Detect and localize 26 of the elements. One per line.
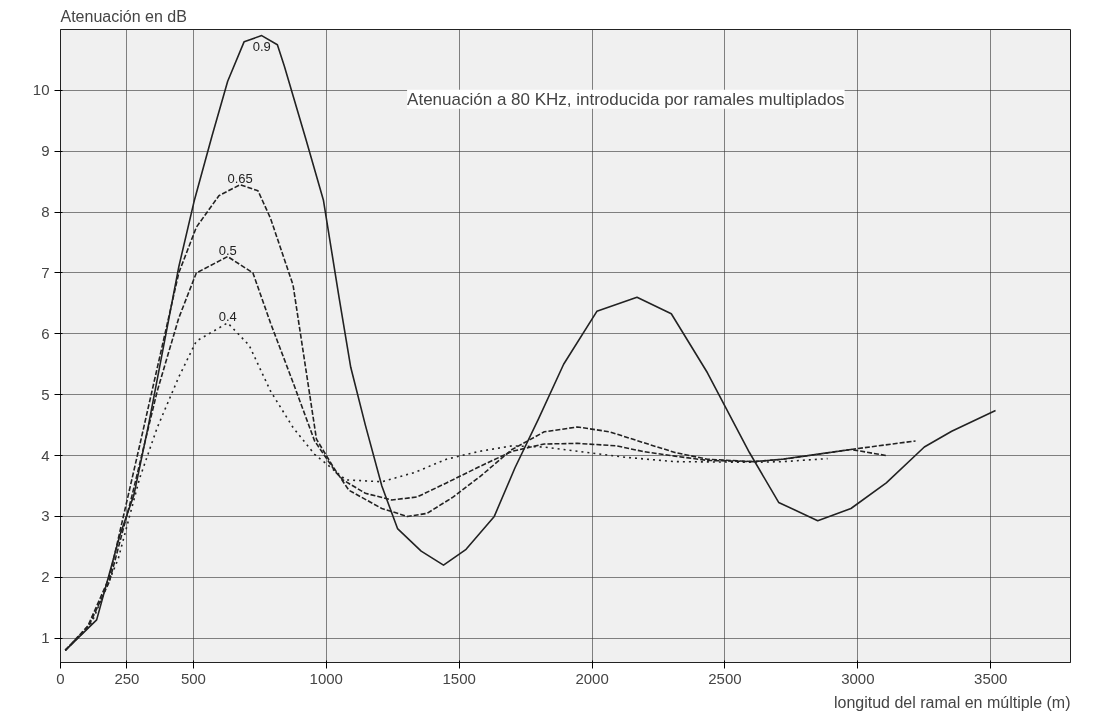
- y-tick-label: 7: [41, 263, 50, 281]
- x-tick-label: 1000: [309, 669, 343, 687]
- x-tick-label: 3500: [974, 669, 1008, 687]
- y-tick-label: 6: [41, 324, 50, 342]
- x-tick-label: 3000: [841, 669, 875, 687]
- x-tick-label: 2500: [708, 669, 742, 687]
- x-tick-label: 2000: [575, 669, 609, 687]
- y-tick-label: 5: [41, 385, 50, 403]
- y-tick-label: 9: [41, 142, 50, 160]
- series-label: 0.4: [218, 308, 237, 324]
- x-tick-label: 0: [56, 669, 65, 687]
- text: Atenuación a 80 KHz, introducida por ramales multiplados: [407, 89, 845, 109]
- y-tick-label: 8: [41, 203, 50, 221]
- y-tick-label: 4: [41, 446, 50, 464]
- x-tick-label: 500: [180, 669, 206, 687]
- y-tick-label: 2: [41, 568, 50, 586]
- y-tick-label: 10: [32, 81, 50, 99]
- series-label: 0.5: [218, 242, 237, 258]
- y-axis-title: Atenuación en dB: [60, 7, 187, 25]
- y-tick-label: 1: [41, 629, 50, 647]
- series-label: 0.65: [227, 170, 253, 186]
- x-tick-label: 250: [114, 669, 140, 687]
- y-tick-label: 3: [41, 507, 50, 525]
- x-axis-title: longitud del ramal en múltiple (m): [833, 693, 1071, 711]
- x-tick-label: 1500: [442, 669, 476, 687]
- series-label: 0.9: [252, 38, 271, 54]
